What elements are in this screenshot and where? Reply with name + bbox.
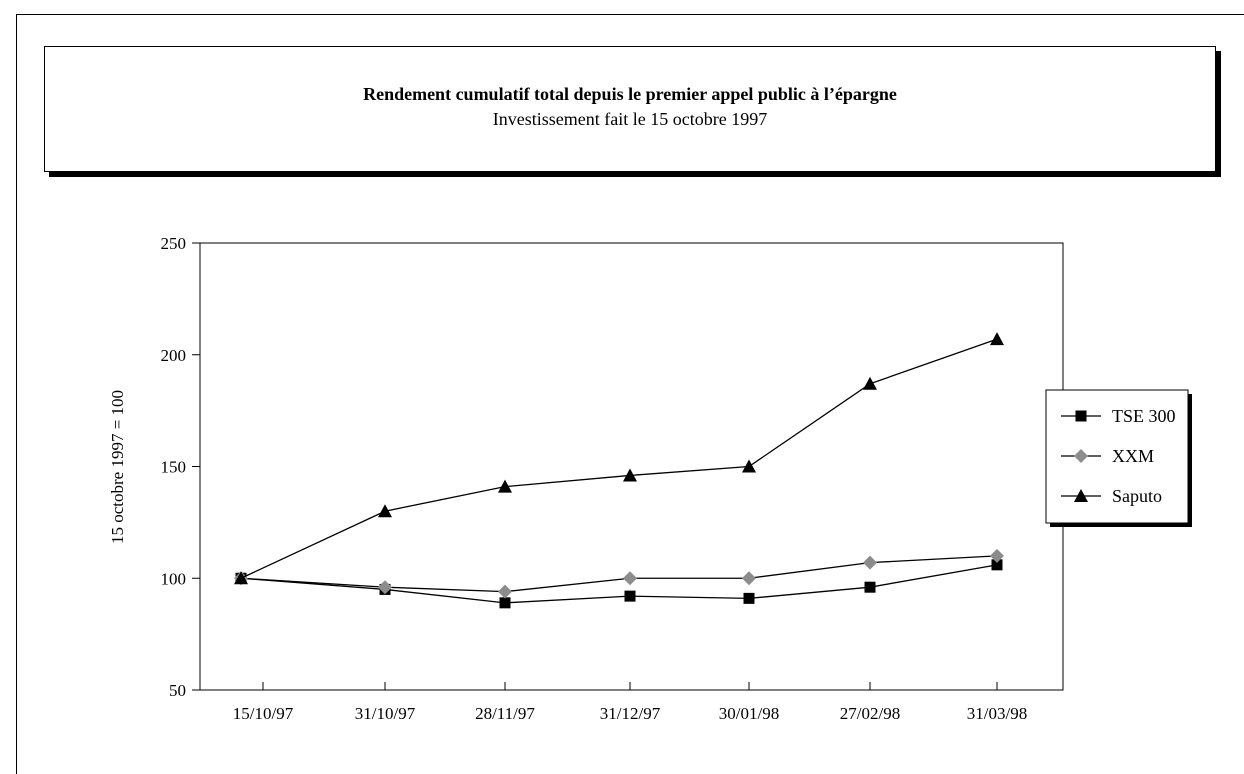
chart-subtitle: Investissement fait le 15 octobre 1997 xyxy=(492,109,768,129)
series-line-saputo xyxy=(240,338,998,579)
y-tick-label: 200 xyxy=(161,346,187,365)
data-point-saputo xyxy=(234,571,248,585)
data-point-tse-300 xyxy=(743,592,755,604)
legend-label-xxm: XXM xyxy=(1112,446,1154,466)
y-tick-label: 250 xyxy=(161,234,187,253)
chart-title: Rendement cumulatif total depuis le prem… xyxy=(363,84,897,104)
data-point-saputo xyxy=(742,459,756,473)
y-tick-label: 100 xyxy=(161,569,187,588)
legend-marker-xxm xyxy=(1074,449,1088,463)
data-point-saputo xyxy=(498,479,512,493)
x-tick-label: 30/01/98 xyxy=(719,704,779,723)
plot-area xyxy=(199,242,1064,691)
x-tick-label: 31/03/98 xyxy=(967,704,1027,723)
data-point-xxm xyxy=(742,571,756,586)
data-point-saputo xyxy=(378,504,392,518)
data-point-xxm xyxy=(498,584,512,599)
page-frame xyxy=(16,14,1244,774)
y-tick-label: 50 xyxy=(169,681,186,700)
x-tick-label: 28/11/97 xyxy=(475,704,535,723)
data-point-xxm xyxy=(378,580,392,595)
x-tick-label: 31/12/97 xyxy=(600,704,661,723)
title-box: Rendement cumulatif total depuis le prem… xyxy=(44,46,1216,172)
data-point-tse-300 xyxy=(864,581,876,593)
legend-label-saputo: Saputo xyxy=(1112,486,1162,506)
data-point-saputo xyxy=(990,332,1004,346)
legend-label-tse-300: TSE 300 xyxy=(1112,406,1176,426)
x-tick-label: 15/10/97 xyxy=(233,704,294,723)
data-point-saputo xyxy=(623,468,637,482)
data-point-xxm xyxy=(863,555,877,570)
data-point-tse-300 xyxy=(499,597,511,609)
data-point-xxm xyxy=(990,548,1004,563)
y-axis-label: 15 octobre 1997 = 100 xyxy=(108,390,127,544)
data-point-tse-300 xyxy=(991,559,1003,571)
data-point-xxm xyxy=(623,571,637,586)
legend-marker-tse-300 xyxy=(1075,410,1087,422)
series-line-tse-300 xyxy=(240,564,998,604)
legend-marker-saputo xyxy=(1074,489,1088,502)
data-point-saputo xyxy=(863,376,877,390)
data-point-tse-300 xyxy=(624,590,636,602)
x-tick-label: 27/02/98 xyxy=(840,704,900,723)
x-tick-label: 31/10/97 xyxy=(355,704,416,723)
series-line-xxm xyxy=(240,555,998,593)
line-chart: 15 octobre 1997 = 100 50 100 150 200 250 15/… xyxy=(108,234,1192,723)
y-tick-label: 150 xyxy=(161,458,187,477)
